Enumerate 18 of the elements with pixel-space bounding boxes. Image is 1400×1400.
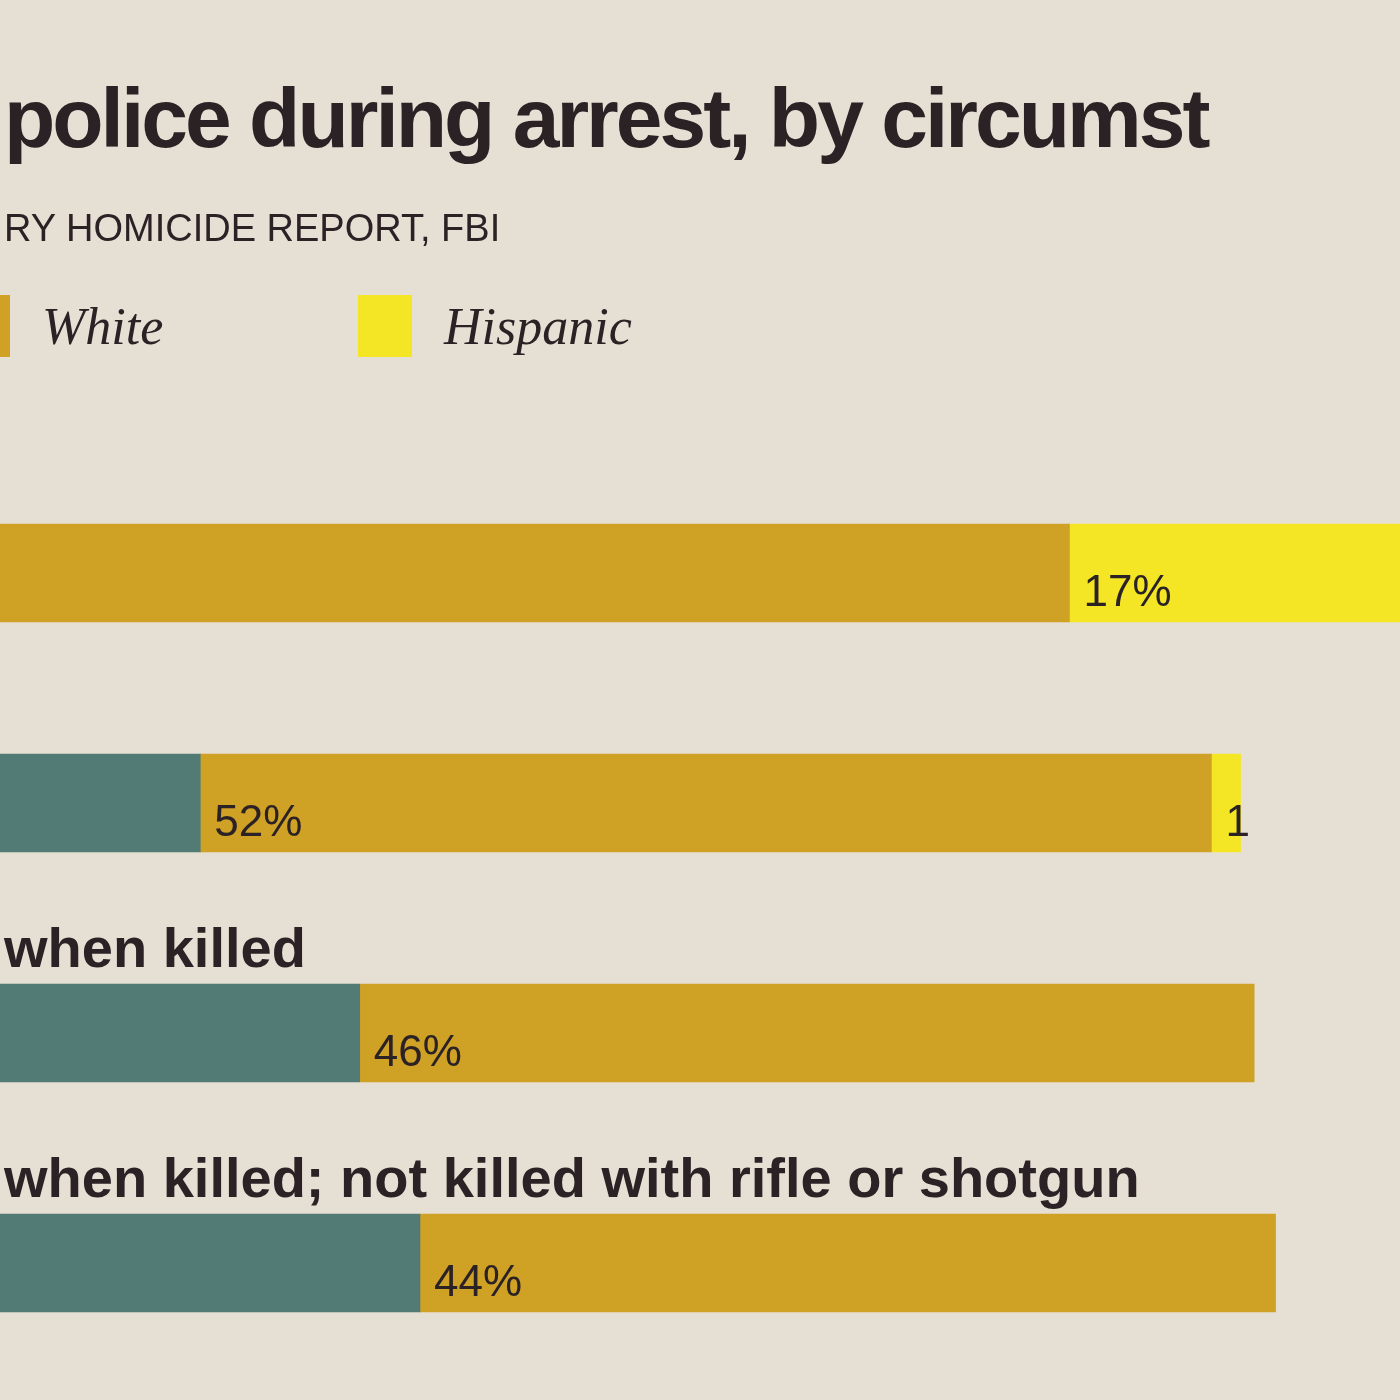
chart-title: police during arrest, by circumst — [4, 70, 1208, 167]
y-tick-label: when killed — [3, 916, 306, 979]
legend-label: Hispanic — [444, 296, 632, 356]
data-label: 46% — [373, 1026, 462, 1075]
data-label: 17% — [1083, 566, 1172, 615]
bar — [419, 1213, 1276, 1313]
legend-label: White — [42, 296, 164, 356]
y-tick-label: when killed; not killed with rifle or shotgun — [3, 1146, 1140, 1209]
chart-subtitle: RY HOMICIDE REPORT, FBI — [4, 207, 501, 250]
bar — [0, 983, 361, 1083]
bar — [0, 523, 1070, 623]
bar — [0, 753, 201, 853]
data-label: 52% — [214, 796, 303, 845]
data-label: 44% — [434, 1256, 523, 1305]
bar — [359, 983, 1255, 1083]
bar — [0, 1213, 421, 1313]
bar — [199, 753, 1212, 853]
bar — [1069, 523, 1400, 623]
